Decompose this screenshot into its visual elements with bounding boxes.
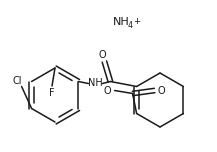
Text: O: O xyxy=(104,85,112,95)
Text: NH: NH xyxy=(88,78,103,88)
Text: O: O xyxy=(158,85,165,95)
Text: NH: NH xyxy=(113,17,129,27)
Text: −: − xyxy=(112,78,118,87)
Text: O: O xyxy=(99,50,106,59)
Text: +: + xyxy=(133,17,141,26)
Text: F: F xyxy=(49,88,55,98)
Text: Cl: Cl xyxy=(13,76,22,86)
Text: 4: 4 xyxy=(128,21,133,31)
